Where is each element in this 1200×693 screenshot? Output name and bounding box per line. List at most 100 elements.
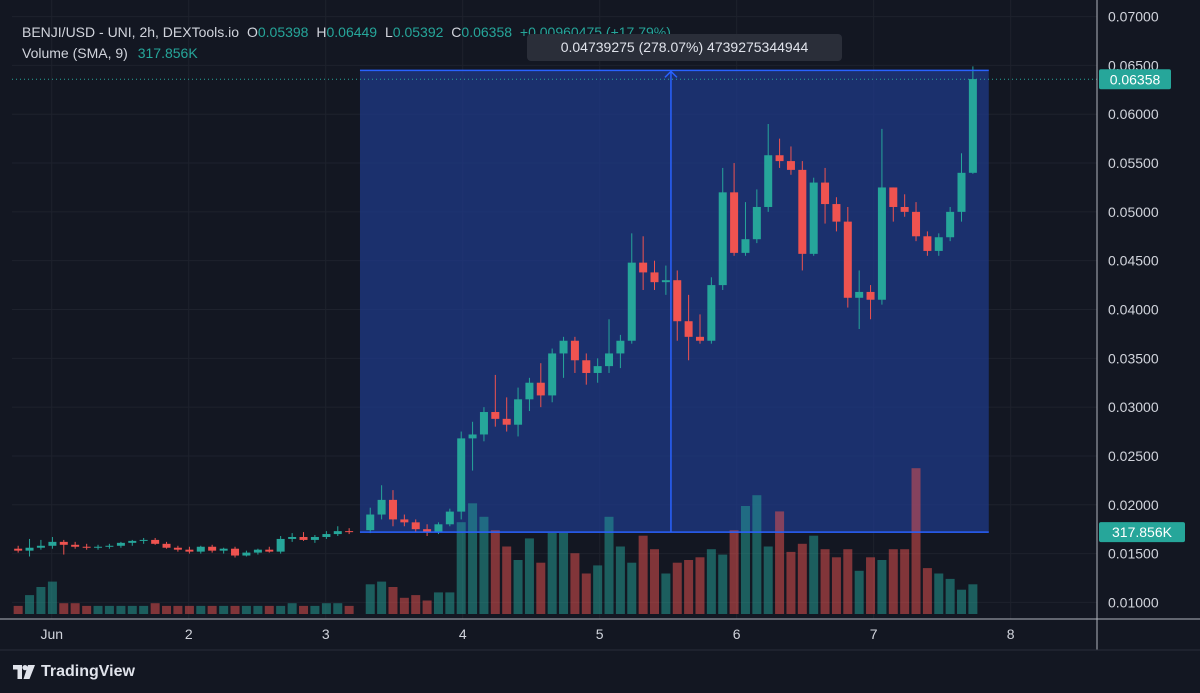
volume-bars: [13, 468, 978, 614]
volume-bar: [968, 584, 978, 614]
volume-bar: [388, 587, 398, 614]
volume-bar: [93, 605, 103, 614]
time-tick-label: 4: [459, 626, 467, 642]
volume-bar: [536, 562, 546, 614]
volume-bar: [775, 511, 785, 614]
candle-body: [627, 262, 636, 341]
open-label: O: [246, 24, 258, 40]
candle-body: [14, 548, 23, 551]
candle-body: [128, 540, 137, 543]
candle-body: [231, 548, 240, 556]
time-tick-label: 8: [1007, 626, 1015, 642]
volume-bar: [547, 533, 557, 614]
volume-bar: [47, 581, 57, 614]
volume-bar: [752, 495, 762, 614]
tradingview-logo[interactable]: TradingView: [13, 660, 135, 684]
candle-body: [400, 519, 409, 523]
time-tick-label: Jun: [40, 626, 63, 642]
volume-bar: [411, 595, 421, 614]
candle-body: [923, 236, 932, 251]
volume-bar: [524, 538, 534, 614]
symbol-name[interactable]: BENJI/USD: [22, 24, 96, 40]
candle-body: [764, 155, 773, 207]
candle-body: [821, 182, 830, 205]
volume-bar: [184, 605, 194, 614]
volume-bar: [593, 565, 603, 614]
last-price-label: 0.06358: [1110, 71, 1161, 87]
candle-body: [265, 549, 274, 552]
candle-body: [105, 545, 114, 547]
candle-body: [866, 291, 875, 300]
volume-bar: [502, 546, 512, 614]
time-tick-label: 6: [733, 626, 741, 642]
volume-bar: [786, 551, 796, 614]
volume-bar: [468, 503, 478, 614]
price-tick-label: 0.01500: [1108, 546, 1159, 562]
candle-body: [695, 336, 704, 341]
volume-bar: [207, 605, 217, 614]
candle-body: [71, 544, 80, 547]
volume-bar: [581, 573, 591, 614]
volume-bar: [638, 535, 648, 614]
candle-body: [957, 172, 966, 212]
volume-indicator-value: 317.856K: [137, 45, 198, 61]
volume-bar: [911, 468, 921, 614]
time-tick-label: 7: [870, 626, 878, 642]
close-label: C: [451, 24, 462, 40]
volume-bar: [831, 557, 841, 614]
volume-bar: [264, 605, 274, 614]
volume-bar: [627, 562, 637, 614]
price-tick-label: 0.05000: [1108, 204, 1159, 220]
candle-body: [185, 549, 194, 552]
volume-bar: [888, 549, 898, 614]
candle-body: [639, 262, 648, 273]
candle-body: [548, 353, 557, 396]
candle-body: [242, 552, 251, 556]
candle-body: [786, 161, 795, 170]
time-tick-label: 2: [185, 626, 193, 642]
volume-bar: [843, 549, 853, 614]
candle-body: [434, 524, 443, 533]
candle-body: [322, 534, 331, 537]
price-axis[interactable]: 0.070000.065000.060000.055000.050000.045…: [1096, 0, 1185, 650]
low-value: 0.05392: [392, 24, 444, 40]
volume-bar: [70, 603, 80, 614]
time-axis[interactable]: Jun 2 3 4 5 6 7 8: [0, 618, 1200, 651]
volume-bar: [139, 605, 149, 614]
volume-value-label: 317.856K: [1112, 524, 1173, 540]
volume-bar: [377, 581, 387, 614]
close-value: 0.06358: [461, 24, 513, 40]
volume-bar: [934, 573, 944, 614]
candle-body: [288, 536, 297, 539]
volume-bar: [570, 553, 580, 614]
candle-body: [855, 291, 864, 298]
high-label: H: [316, 24, 327, 40]
volume-bar: [25, 595, 35, 614]
time-tick-label: 5: [596, 626, 604, 642]
volume-bar: [219, 605, 229, 614]
volume-bar: [740, 506, 750, 614]
candle-body: [196, 546, 205, 552]
volume-bar: [321, 603, 331, 614]
volume-bar: [957, 589, 967, 614]
candle-body: [25, 547, 34, 551]
candle-body: [411, 522, 420, 530]
volume-bar: [479, 516, 489, 614]
tradingview-icon: [13, 665, 35, 679]
price-tick-label: 0.07000: [1108, 9, 1159, 25]
volume-bar: [59, 603, 69, 614]
volume-indicator-label[interactable]: Volume (SMA, 9): [22, 45, 128, 61]
candle-body: [366, 514, 375, 531]
candle-body: [208, 546, 217, 551]
volume-bar: [433, 592, 443, 614]
volume-bar: [162, 605, 172, 614]
candle-body: [741, 239, 750, 253]
candle-body: [48, 541, 57, 546]
volume-bar: [809, 535, 819, 614]
volume-bar: [604, 516, 614, 614]
volume-bar: [684, 560, 694, 614]
candle-body: [310, 536, 319, 540]
volume-bar: [513, 560, 523, 614]
candlesticks: [14, 66, 977, 558]
